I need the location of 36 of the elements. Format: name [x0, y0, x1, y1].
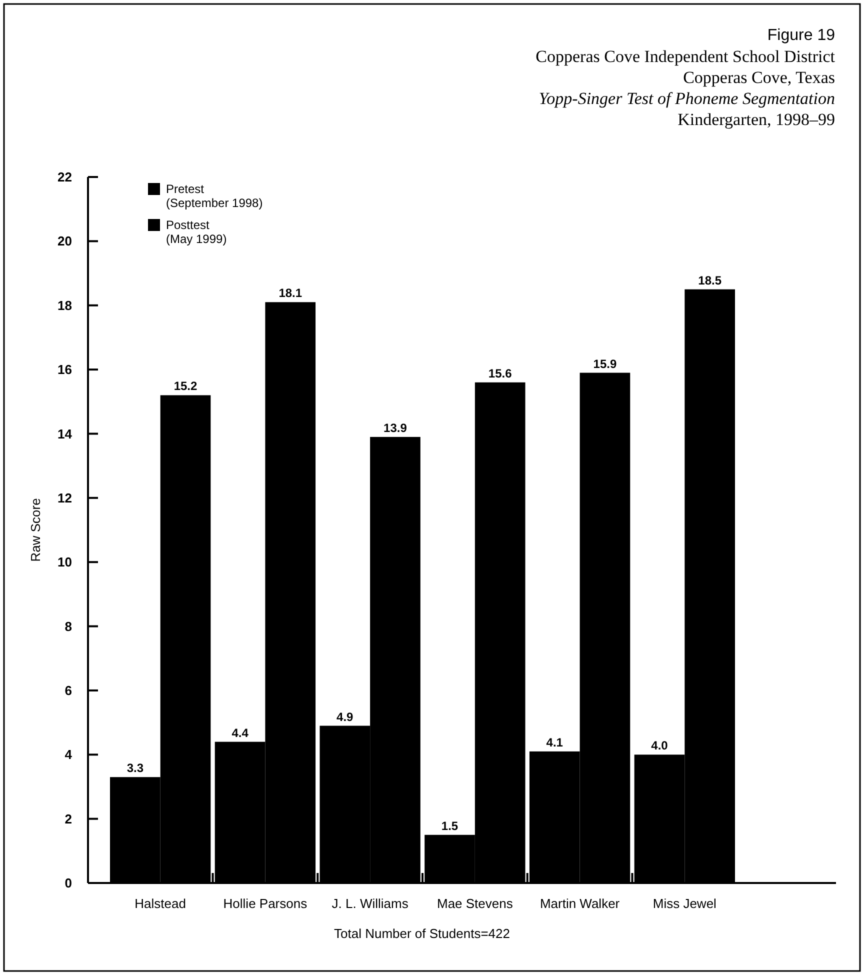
text: 4.0 — [651, 738, 668, 753]
text: 1.5 — [441, 818, 458, 833]
y-tick-label: 2 — [64, 811, 72, 826]
y-tick-label: 6 — [64, 683, 72, 698]
text: 4.9 — [336, 710, 354, 724]
legend-label: Posttest (May 1999) — [166, 218, 227, 246]
y-tick-label: 10 — [58, 554, 72, 570]
x-tick-label: Halstead — [134, 896, 186, 911]
text: 15.2 — [174, 379, 198, 394]
x-axis-title: Total Number of Students=422 — [334, 926, 510, 941]
text: 18.5 — [698, 273, 722, 288]
y-axis-title: Raw Score — [28, 498, 43, 562]
y-tick-label: 18 — [58, 298, 72, 313]
y-tick-label: 0 — [64, 876, 72, 891]
y-tick-label: 4 — [64, 747, 73, 762]
text: 15.9 — [593, 356, 617, 371]
y-tick-label: 16 — [58, 362, 72, 378]
legend-label: Pretest (September 1998) — [166, 182, 263, 210]
x-tick-label: Martin Walker — [540, 896, 620, 911]
x-tick-label: J. L. Williams — [332, 896, 409, 911]
x-tick-label: Mae Stevens — [436, 896, 514, 911]
y-tick-label: 20 — [58, 234, 72, 249]
y-tick-label: 14 — [58, 426, 73, 442]
text: 13.9 — [384, 420, 407, 435]
text: 18.1 — [278, 286, 302, 300]
text: Figure 19 — [767, 27, 836, 44]
text: 3.3 — [126, 761, 144, 776]
x-tick-label: Miss Jewel — [652, 896, 717, 911]
chart-subtitle: Copperas Cove Independent School District Copperas Cove, Texas Yopp-Singer Test of Phoneme Segmentation Kindergarten, 1998–99 — [536, 47, 836, 129]
y-tick-label: 22 — [58, 170, 72, 185]
text: 4.1 — [546, 735, 563, 750]
y-tick-label: 12 — [58, 490, 72, 506]
y-tick-label: 8 — [64, 618, 72, 634]
text: 15.6 — [488, 366, 512, 380]
text: 4.4 — [232, 726, 248, 740]
x-tick-label: Hollie Parsons — [223, 896, 308, 911]
